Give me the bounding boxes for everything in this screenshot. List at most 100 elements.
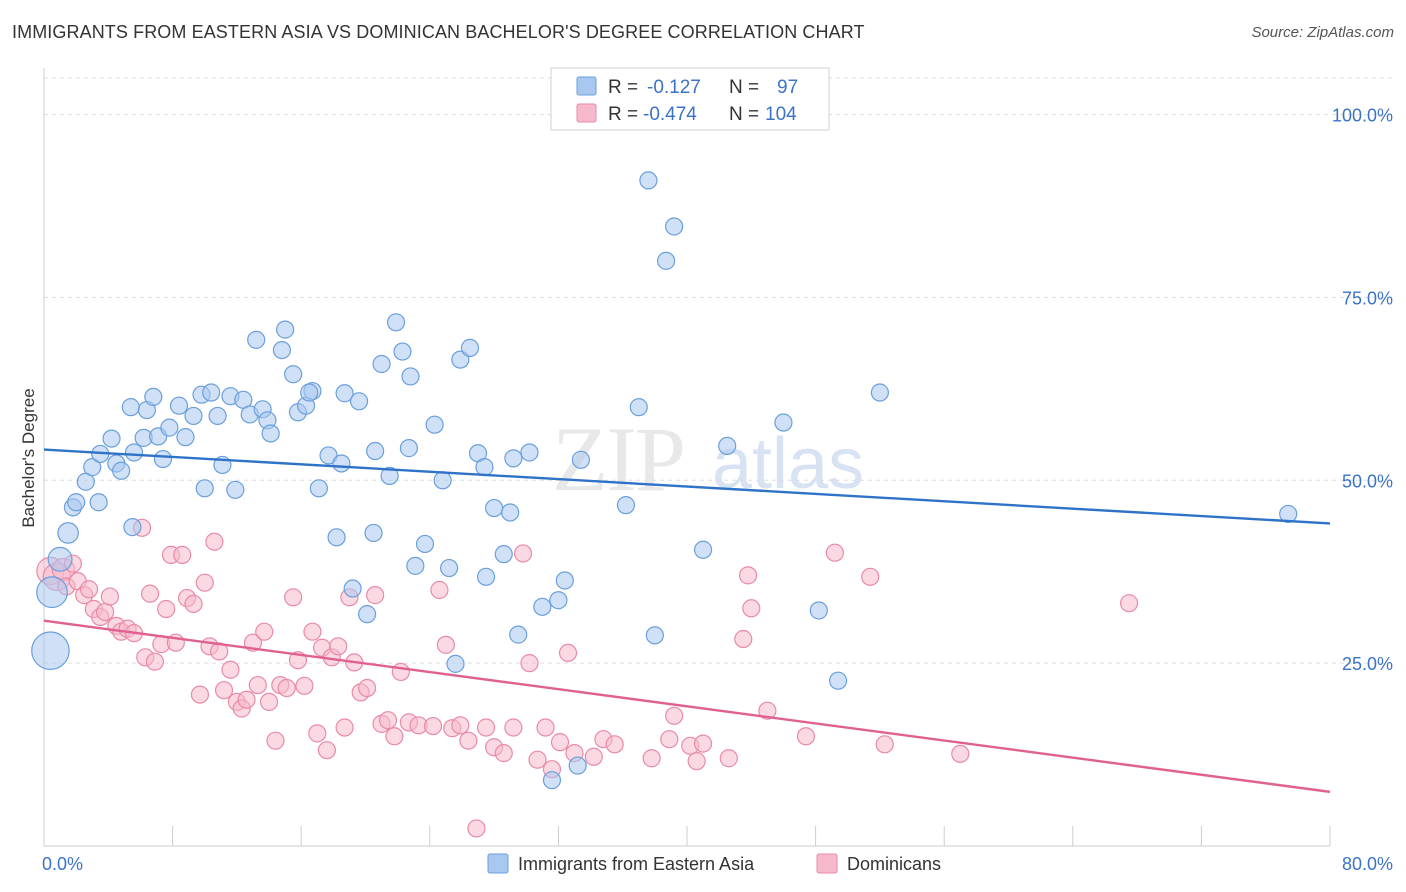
- eastern-asia-point: [57, 522, 79, 544]
- eastern-asia-point: [485, 498, 504, 518]
- y-axis-title: Bachelor's Degree: [19, 388, 38, 527]
- dominican-point: [259, 692, 279, 712]
- eastern-asia-point: [358, 605, 377, 624]
- x-tick-labels: 0.0% 80.0%: [42, 854, 1393, 874]
- series-legend-label-blue: Immigrants from Eastern Asia: [518, 854, 755, 874]
- eastern-asia-point: [501, 503, 520, 522]
- eastern-asia-point: [829, 671, 848, 690]
- watermark-zip: ZIP: [552, 408, 684, 510]
- legend-n-value-pink: 104: [765, 104, 797, 125]
- dominican-point: [140, 584, 160, 603]
- legend-swatch-blue: [576, 76, 597, 96]
- eastern-asia-point: [415, 534, 435, 554]
- dominican-point: [660, 730, 679, 749]
- eastern-asia-point: [1279, 504, 1298, 524]
- dominican-point: [734, 629, 753, 649]
- dominican-point: [100, 587, 120, 606]
- dominican-trend-line: [43, 619, 1331, 794]
- trend-lines: [43, 448, 1331, 794]
- eastern-asia-point: [202, 383, 221, 402]
- dominican-point: [366, 586, 385, 605]
- legend-n-label-pink: N =: [729, 104, 759, 125]
- eastern-asia-point: [665, 217, 684, 236]
- gridlines: [44, 77, 1392, 664]
- eastern-asia-point: [343, 579, 362, 598]
- eastern-asia-point: [366, 441, 385, 461]
- dominican-point: [796, 727, 816, 746]
- eastern-asia-point: [509, 625, 528, 644]
- dominican-point: [825, 543, 844, 562]
- eastern-asia-point: [261, 424, 280, 443]
- dominican-point: [665, 706, 684, 725]
- dominican-point: [467, 819, 486, 838]
- dominican-point: [528, 750, 547, 769]
- legend-n-value-blue: 97: [777, 77, 798, 98]
- dominican-point: [738, 566, 758, 585]
- y-tick-label: 75.0%: [1342, 288, 1393, 308]
- legend-r-label-blue: R =: [608, 77, 638, 98]
- eastern-asia-point: [67, 493, 86, 512]
- stats-legend: R = -0.127 N = 97 R = -0.474 N = 104: [550, 67, 830, 131]
- eastern-asia-point: [425, 415, 444, 434]
- dominican-point: [451, 716, 470, 735]
- dominican-point: [861, 567, 880, 586]
- dominican-point: [605, 735, 624, 754]
- dominican-point: [79, 580, 99, 599]
- source-credit: Source: ZipAtlas.com: [1251, 24, 1394, 41]
- eastern-asia-point: [406, 556, 425, 575]
- dominican-point: [157, 599, 176, 619]
- dominican-point: [436, 635, 455, 654]
- eastern-asia-point: [332, 454, 351, 473]
- dominican-point: [742, 599, 761, 618]
- series-legend: Immigrants from Eastern Asia Dominicans: [487, 853, 941, 874]
- eastern-asia-trend-line: [43, 448, 1331, 525]
- dominican-point: [190, 685, 210, 704]
- dominican-point: [303, 622, 322, 641]
- dominicans-points: [36, 518, 1139, 838]
- dominican-point: [693, 734, 713, 753]
- dominican-point: [248, 675, 267, 695]
- dominican-point: [513, 544, 533, 563]
- dominican-point: [494, 744, 513, 763]
- eastern-asia-point: [542, 771, 562, 790]
- eastern-asia-point: [494, 545, 513, 564]
- stats-legend-box: [550, 67, 830, 131]
- eastern-asia-point: [386, 313, 406, 332]
- dominican-point: [719, 749, 738, 768]
- eastern-asia-point: [327, 528, 346, 547]
- dominican-point: [430, 580, 449, 600]
- dominican-point: [214, 681, 234, 700]
- eastern-asia-point: [284, 365, 303, 384]
- dominican-point: [335, 718, 354, 737]
- eastern-asia-point: [809, 601, 828, 620]
- eastern-asia-point: [645, 626, 664, 645]
- dominican-point: [284, 588, 303, 607]
- dominican-point: [520, 654, 539, 673]
- dominican-point: [237, 690, 256, 709]
- eastern-asia-point: [616, 496, 636, 515]
- eastern-asia-point: [639, 171, 658, 190]
- dominican-point: [308, 724, 327, 743]
- eastern-asia-point: [364, 523, 383, 543]
- eastern-asia-point: [112, 461, 131, 480]
- eastern-asia-point: [176, 428, 195, 447]
- dominican-point: [184, 594, 203, 613]
- eastern-asia-point: [718, 436, 737, 456]
- eastern-asia-point: [226, 480, 245, 499]
- eastern-asia-point: [309, 479, 328, 498]
- eastern-asia-point: [446, 654, 465, 673]
- dominican-point: [875, 735, 894, 754]
- eastern-asia-point: [504, 449, 523, 468]
- eastern-asia-point: [36, 576, 68, 609]
- eastern-asia-point: [657, 251, 676, 270]
- dominican-point: [951, 744, 970, 763]
- dominican-point: [329, 637, 348, 656]
- dominican-point: [95, 602, 115, 622]
- eastern-asia-point: [451, 350, 470, 369]
- dominican-point: [758, 701, 777, 720]
- y-tick-label: 50.0%: [1342, 471, 1393, 491]
- dominican-point: [195, 573, 214, 592]
- dominican-point: [385, 727, 404, 746]
- series-legend-swatch-blue: [487, 853, 509, 874]
